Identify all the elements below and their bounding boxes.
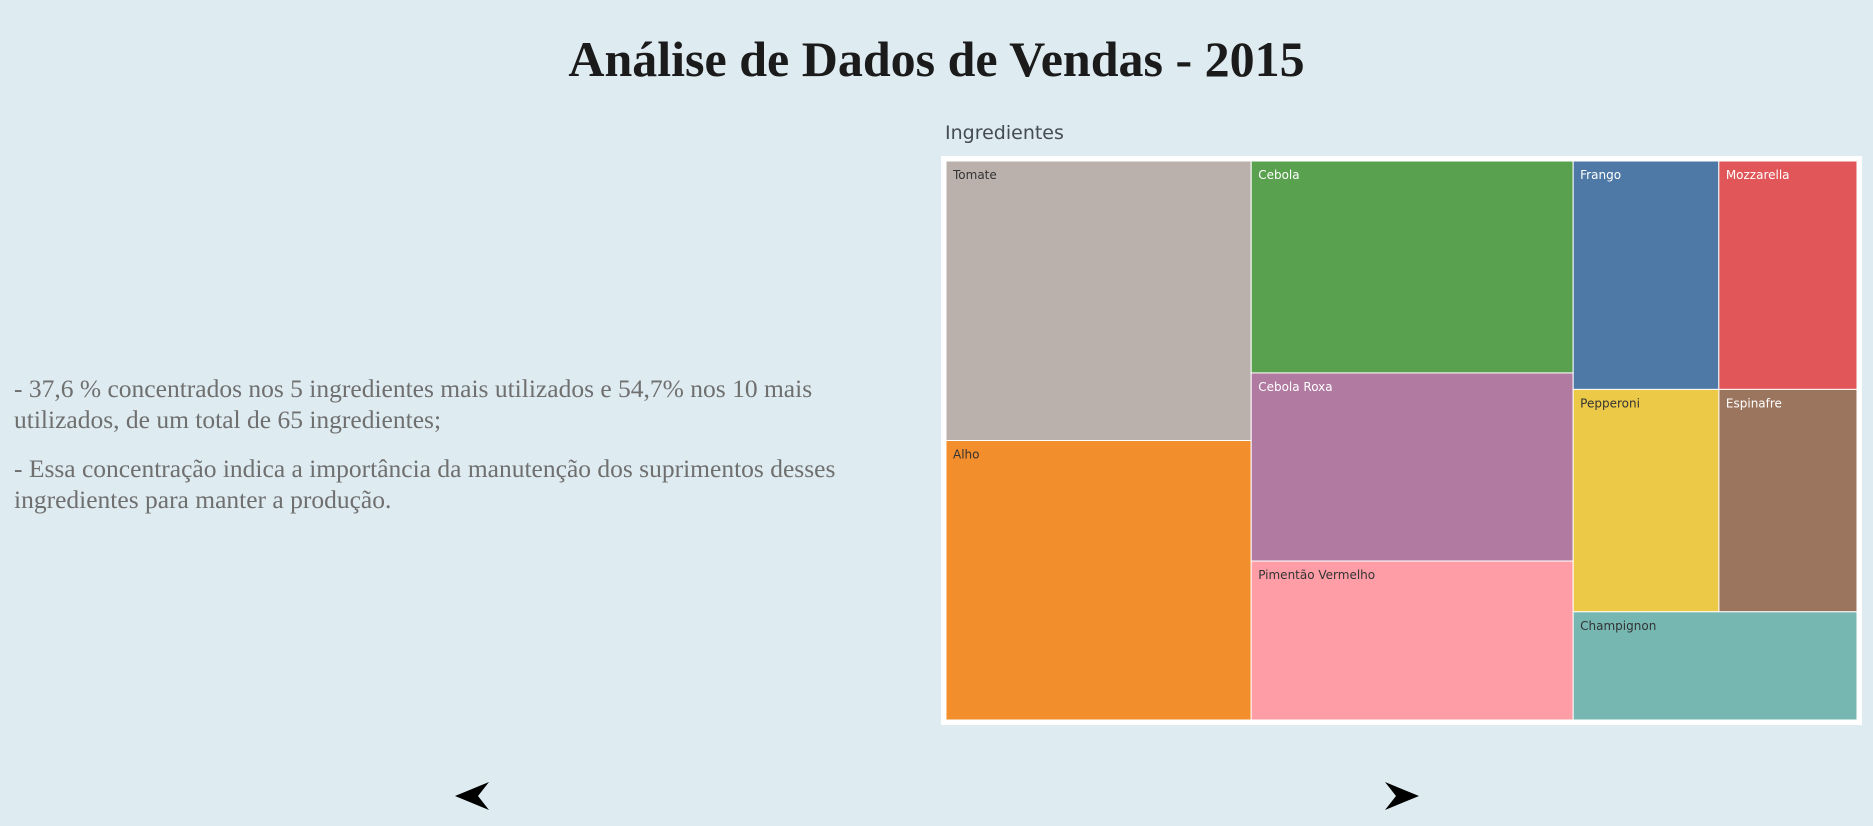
treemap-label-pepperoni: Pepperoni — [1580, 396, 1640, 410]
treemap-label-mozzarella: Mozzarella — [1726, 168, 1790, 182]
treemap-tile-frango[interactable] — [1572, 161, 1720, 390]
treemap-label-cebola: Cebola — [1258, 168, 1299, 182]
chart-title: Ingredientes — [945, 122, 1064, 144]
treemap-tile-cebola[interactable] — [1250, 161, 1574, 374]
treemap-label-cebola-roxa: Cebola Roxa — [1258, 380, 1332, 394]
page-title: Análise de Dados de Vendas - 2015 — [568, 31, 1305, 87]
triangle-right-icon[interactable] — [1383, 780, 1419, 812]
treemap-label-frango: Frango — [1580, 168, 1621, 182]
treemap-tile-pimentao-vermelho[interactable] — [1250, 560, 1574, 720]
commentary-text: - 37,6 % concentrados nos 5 ingredientes… — [14, 373, 904, 533]
treemap-tile-champignon[interactable] — [1572, 611, 1857, 720]
treemap-label-espinafre: Espinafre — [1726, 396, 1782, 410]
treemap-label-pimentao-vermelho: Pimentão Vermelho — [1258, 568, 1375, 582]
next-slide-button[interactable] — [1383, 780, 1419, 812]
treemap-tile-espinafre[interactable] — [1718, 388, 1857, 613]
ingredients-treemap: Tomate Alho Cebola Cebola Roxa Pimentão Verm… — [946, 161, 1857, 720]
treemap-container: Tomate Alho Cebola Cebola Roxa Pimentão Verm… — [941, 156, 1862, 725]
previous-slide-button[interactable] — [455, 780, 491, 812]
treemap-label-alho: Alho — [953, 448, 980, 462]
treemap-tile-tomate[interactable] — [946, 161, 1252, 441]
treemap-tile-pepperoni[interactable] — [1572, 388, 1720, 613]
commentary-paragraph: - Essa concentração indica a importância… — [14, 454, 836, 514]
treemap-tile-mozzarella[interactable] — [1718, 161, 1857, 390]
treemap-label-champignon: Champignon — [1580, 619, 1656, 633]
treemap-label-tomate: Tomate — [952, 168, 997, 182]
triangle-left-icon[interactable] — [455, 780, 491, 812]
treemap-tile-cebola-roxa[interactable] — [1250, 372, 1574, 562]
commentary-paragraph: - 37,6 % concentrados nos 5 ingredientes… — [14, 374, 813, 434]
treemap-tile-alho[interactable] — [946, 440, 1252, 721]
